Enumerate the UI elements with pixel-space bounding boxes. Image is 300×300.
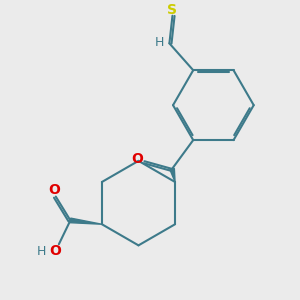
Text: S: S — [167, 3, 178, 17]
Text: O: O — [132, 152, 143, 166]
Text: H: H — [155, 36, 164, 49]
Text: O: O — [48, 183, 60, 197]
Text: H: H — [37, 244, 46, 258]
Text: O: O — [49, 244, 61, 258]
Polygon shape — [170, 168, 175, 182]
Polygon shape — [70, 218, 102, 224]
